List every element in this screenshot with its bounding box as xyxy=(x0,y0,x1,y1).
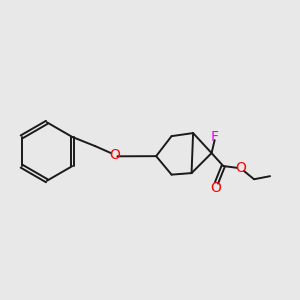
Text: F: F xyxy=(211,130,219,144)
Text: O: O xyxy=(109,148,120,162)
Text: O: O xyxy=(235,161,246,176)
Text: O: O xyxy=(210,181,221,195)
